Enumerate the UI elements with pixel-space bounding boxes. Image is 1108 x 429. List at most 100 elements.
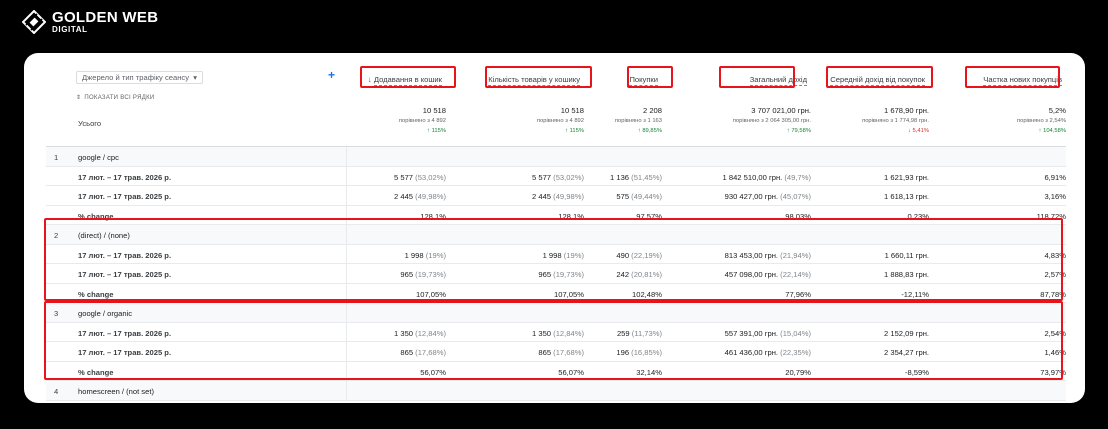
column-divider [346, 283, 347, 302]
table-cell: 97,57% [636, 212, 662, 221]
table-cell: 865 (17,68%) [538, 348, 584, 357]
table-cell: 1 618,13 грн. [884, 192, 929, 201]
metric-change: ↑ 79,58% [786, 128, 811, 134]
column-divider [346, 303, 347, 322]
cell-value: 813 453,00 грн. [724, 250, 779, 260]
table-cell: 98,03% [785, 212, 811, 221]
table-cell: 73,97% [1040, 368, 1066, 377]
table-header: Джерело й тип трафіку сеансу ▾ + ⇕ ПОКАЗ… [46, 61, 1066, 147]
show-all-rows-button[interactable]: ⇕ ПОКАЗАТИ ВСІ РЯДКИ [76, 94, 154, 102]
table-cell: 1 998 (19%) [405, 251, 446, 260]
table-cell: 557 391,00 грн. (15,04%) [725, 329, 811, 338]
cell-share: (22,35%) [780, 348, 811, 357]
cell-share: (19,73%) [553, 270, 584, 279]
table-cell: 1 350 (12,84%) [394, 329, 446, 338]
row-index: 2 [54, 231, 59, 240]
table-cell: 2 152,09 грн. [884, 329, 929, 338]
metric-column-header[interactable]: Частка нових покупців 5,2% порівняно з 2,5… [929, 61, 1066, 147]
table-row[interactable]: % change 56,07% 56,07% 32,14% 20,79% -8,59% 73… [46, 361, 1066, 381]
row-label: 17 лют. – 17 трав. 2026 р. [78, 328, 172, 338]
table-row[interactable]: 17 лют. – 17 трав. 2026 р. 5 577 (53,02%)… [46, 166, 1066, 186]
table-row[interactable]: 17 лют. – 17 трав. 2025 р. 965 (19,73%) 96… [46, 264, 1066, 284]
cell-share: (12,84%) [553, 328, 584, 338]
table-cell: 1 842 510,00 грн. (49,7%) [723, 173, 811, 182]
table-row[interactable]: 17 лют. – 17 трав. 2025 р. 865 (17,68%) 86… [46, 342, 1066, 362]
cell-share: (53,02%) [553, 172, 584, 182]
metric-name[interactable]: Кількість товарів у кошику [488, 75, 580, 86]
cell-share: (17,68%) [553, 348, 584, 357]
metric-change: ↑ 89,85% [637, 128, 662, 134]
row-label: 17 лют. – 17 трав. 2025 р. [78, 270, 172, 279]
cell-value: 4,83% [1044, 250, 1066, 260]
cell-value: 490 [616, 250, 630, 260]
cell-value: 259 [616, 328, 630, 338]
cell-value: 1 350 [532, 328, 552, 338]
cell-value: 107,05% [554, 289, 584, 299]
cell-value: 1 998 [542, 250, 562, 260]
table-cell: 1 998 (19%) [543, 251, 584, 260]
metric-total: 1 678,90 грн. [884, 106, 929, 115]
cell-share: (19%) [425, 250, 446, 260]
table-row[interactable]: 17 лют. – 17 трав. 2026 р. 1 350 (12,84%)… [46, 322, 1066, 342]
cell-share: (53,02%) [415, 172, 446, 182]
metric-total: 10 518 [560, 106, 584, 115]
metric-total: 10 518 [422, 106, 446, 115]
column-divider [346, 225, 347, 244]
table-cell: 56,07% [420, 368, 446, 377]
row-label: 17 лют. – 17 трав. 2026 р. [78, 250, 172, 260]
cell-value: 2 445 [532, 192, 552, 201]
cell-value: 128,1% [558, 211, 584, 221]
cell-value: 865 [400, 348, 414, 357]
table-cell: 1 888,83 грн. [884, 270, 929, 279]
table-row[interactable]: % change 128,1% 128,1% 97,57% 98,03% 0,23% 118… [46, 205, 1066, 225]
table-group-row[interactable]: 3 google / organic [46, 303, 1066, 323]
row-label: % change [78, 211, 114, 221]
cell-value: 2 354,27 грн. [884, 348, 929, 357]
cell-value: 1 998 [404, 250, 424, 260]
table-cell: 87,78% [1040, 290, 1066, 299]
table-cell: 1 350 (12,84%) [532, 329, 584, 338]
table-cell: -12,11% [901, 290, 929, 299]
metric-column-header[interactable]: Покупки 2 208 порівняно з 1 163 ↑ 89,85% [584, 61, 662, 147]
brand-sub: DIGITAL [52, 25, 88, 34]
table-group-row[interactable]: 1 google / cpc [46, 147, 1066, 167]
metric-column-header[interactable]: Середній дохід від покупок 1 678,90 грн. п… [811, 61, 929, 147]
table-cell: 1 621,93 грн. [884, 173, 929, 182]
cell-value: 3,16% [1044, 192, 1066, 201]
metric-name[interactable]: ↓ Додавання в кошик [367, 75, 442, 86]
dimension-select[interactable]: Джерело й тип трафіку сеансу ▾ [76, 71, 203, 84]
metric-compare: порівняно з 4 892 [536, 118, 584, 124]
cell-value: 1 621,93 грн. [884, 172, 929, 182]
metric-name[interactable]: Частка нових покупців [983, 75, 1062, 86]
table-row[interactable]: % change 107,05% 107,05% 102,48% 77,96% -12,1… [46, 283, 1066, 303]
row-index: 3 [54, 309, 59, 318]
column-divider [346, 322, 347, 341]
metric-name[interactable]: Середній дохід від покупок [830, 75, 925, 86]
cell-value: 56,07% [420, 367, 446, 377]
metric-column-header[interactable]: ↓ Додавання в кошик 10 518 порівняно з 4 8… [346, 61, 446, 147]
row-index: 1 [54, 153, 59, 162]
cell-value: 1 842 510,00 грн. [722, 172, 783, 182]
table-row[interactable]: 17 лют. – 17 трав. 2025 р. 2 445 (49,98%)… [46, 186, 1066, 206]
cell-value: 196 [616, 348, 630, 357]
cell-value: 5 577 [394, 172, 414, 182]
column-divider [346, 166, 347, 185]
metric-name[interactable]: Загальний дохід [749, 75, 807, 86]
plus-icon[interactable]: + [328, 68, 336, 82]
metric-column-header[interactable]: Кількість товарів у кошику 10 518 порівнян… [446, 61, 584, 147]
table-group-row[interactable]: 2 (direct) / (none) [46, 225, 1066, 245]
table-row[interactable]: 17 лют. – 17 трав. 2026 р. 1 998 (19%) 1 9… [46, 244, 1066, 264]
table-cell: 930 427,00 грн. (45,07%) [725, 192, 811, 201]
metric-name[interactable]: Покупки [629, 75, 658, 86]
column-divider [346, 205, 347, 224]
metric-compare: порівняно з 2,54% [1016, 118, 1066, 124]
table-cell: 457 098,00 грн. (22,14%) [725, 270, 811, 279]
table-group-row[interactable]: 4 homescreen / (not set) [46, 381, 1066, 401]
cell-share: (19,73%) [415, 270, 446, 279]
table-cell: 128,1% [420, 212, 446, 221]
column-divider [346, 147, 347, 166]
sort-arrow-down-icon: ↓ [367, 75, 374, 84]
metric-compare: порівняно з 1 774,98 грн. [862, 118, 929, 124]
table-cell: 102,48% [632, 290, 662, 299]
metric-column-header[interactable]: Загальний дохід 3 707 021,00 грн. порівнян… [662, 61, 811, 147]
